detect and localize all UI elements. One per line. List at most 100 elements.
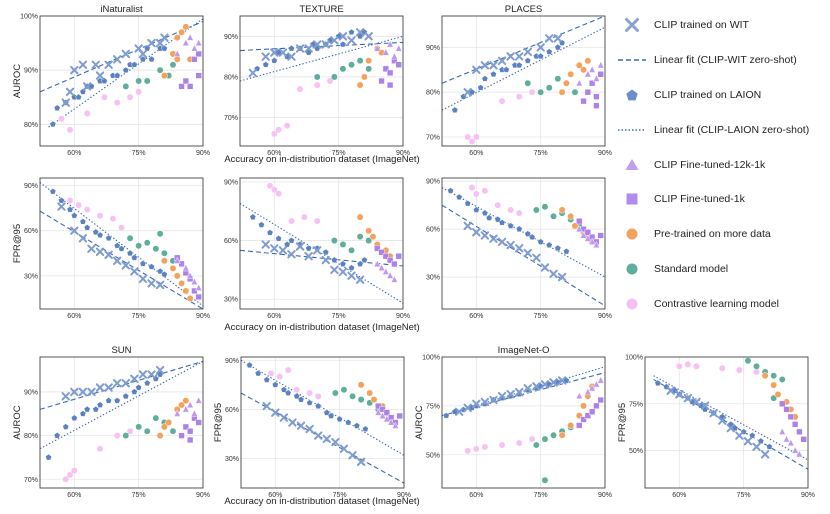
x-tick-label: 60% [469, 313, 483, 320]
laion-point [524, 230, 532, 237]
wit-point [304, 252, 313, 261]
ft1k-point [382, 65, 389, 72]
ft1k-point [779, 400, 786, 407]
laion-point [53, 104, 61, 111]
more-point [169, 264, 177, 272]
ft1k-point [576, 218, 583, 225]
wit-point [472, 228, 481, 237]
standard-point [152, 245, 160, 253]
wit-fit-line [39, 20, 204, 93]
contrastive-point [66, 471, 74, 479]
axes-frame [441, 177, 606, 310]
ft12k-point [584, 70, 592, 78]
more-point [567, 70, 575, 78]
axes-frame [239, 177, 404, 310]
wit-point [497, 56, 507, 66]
ft12k-point [390, 52, 398, 60]
contrastive-point [472, 445, 480, 453]
wit-point [683, 393, 693, 403]
laion-point [79, 218, 87, 225]
contrastive-point [515, 209, 523, 217]
wit-point [338, 32, 348, 41]
laion-point [53, 432, 61, 439]
laion-point [554, 244, 562, 252]
laion-point [75, 93, 82, 101]
wit-point [557, 272, 567, 282]
more-point [369, 233, 377, 241]
wit-point [463, 221, 472, 231]
laion-point [92, 228, 100, 236]
standard-point [541, 203, 549, 211]
laion-point [118, 245, 125, 252]
laion-point [507, 222, 514, 229]
more-point [173, 55, 181, 63]
wit-point [489, 234, 498, 243]
ft1k-point [800, 436, 807, 443]
laion-point [305, 244, 312, 252]
contrastive-point [528, 435, 536, 443]
contrastive-point [468, 138, 476, 145]
more-point [584, 57, 592, 65]
laion-point [139, 55, 147, 63]
wit-point [523, 384, 532, 393]
y-axis-label: FPR@95 [12, 224, 23, 263]
ft1k-point [195, 419, 202, 426]
x-tick-label: 75% [332, 313, 346, 320]
panel-3: 60% 75% 90% 70% 80% 90% PLACES [426, 4, 612, 157]
contrastive-point [283, 122, 291, 130]
wit-point [160, 33, 169, 42]
more-point [173, 34, 181, 42]
legend-label: Pre-trained on more data [654, 228, 771, 241]
contrastive-point [313, 217, 321, 225]
y-tick-label: 75% [426, 403, 440, 410]
wit-fit-line [239, 41, 404, 52]
ft12k-point [395, 44, 403, 52]
standard-point [313, 73, 321, 81]
laion-point [122, 66, 130, 74]
ft12k-point [795, 450, 803, 458]
wit-point [700, 401, 710, 410]
standard-point [135, 423, 143, 431]
laion-point [473, 206, 480, 213]
laion-point [323, 409, 331, 416]
laion-point [314, 402, 322, 409]
contrastive-point [313, 81, 321, 89]
ft1k-point [580, 416, 587, 423]
laion-point [79, 410, 87, 417]
legend-label: Standard model [654, 262, 729, 275]
contrastive-point [113, 99, 121, 107]
laion-point [249, 213, 257, 220]
laion-point [288, 45, 295, 52]
ft1k-point [391, 260, 398, 268]
wit-point [78, 234, 88, 243]
wit-point [147, 279, 156, 288]
x-tick-label: 60% [672, 492, 686, 499]
wit-point [666, 386, 675, 395]
ft12k-point [195, 396, 203, 404]
panel-title: ImageNet-O [498, 345, 550, 356]
ft12k-point [195, 38, 203, 46]
laion-point [451, 106, 459, 113]
x-tick-label: 90% [598, 492, 612, 499]
laion-point [464, 200, 472, 207]
x-tick-label: 75% [132, 313, 146, 320]
y-tick-label: 80% [24, 433, 38, 440]
standard-point [541, 476, 549, 484]
laion-point [131, 388, 138, 395]
square-marker-icon [626, 193, 638, 205]
contrastive-point [270, 130, 278, 138]
wit-point [545, 34, 554, 43]
wit-point [347, 36, 356, 45]
wit-point [138, 49, 148, 59]
laion-point [537, 238, 544, 245]
x-tick-label: 60% [469, 150, 483, 157]
x-tick-label: 60% [267, 313, 281, 320]
ft1k-point [584, 412, 591, 419]
wit-point [287, 250, 296, 259]
x-tick-label: 90% [196, 313, 210, 320]
wit-point [463, 403, 472, 413]
ft12k-point [787, 438, 795, 446]
laion-point [757, 437, 765, 444]
wit-point [735, 431, 744, 440]
